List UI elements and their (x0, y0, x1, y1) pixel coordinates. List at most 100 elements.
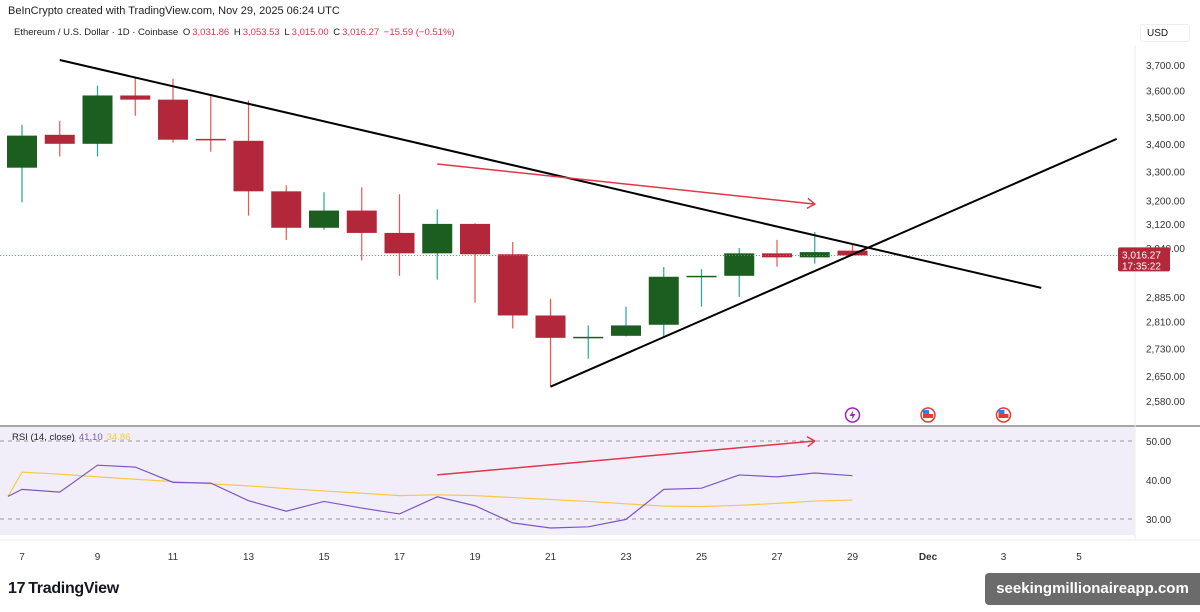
price-tick-label: 3,200.00 (1146, 196, 1185, 207)
candle-body (799, 252, 830, 258)
candle (535, 298, 566, 387)
candle (686, 269, 717, 307)
time-tick-label: 5 (1076, 552, 1082, 563)
rsi-tick-label: 40.00 (1146, 476, 1171, 487)
price-tick-label: 3,700.00 (1146, 61, 1185, 72)
candle (309, 192, 339, 230)
time-tick-label: 25 (696, 552, 708, 563)
candle (120, 76, 151, 116)
price-tick-label: 3,120.00 (1146, 220, 1185, 231)
candle (648, 267, 679, 337)
candle-body (158, 99, 188, 140)
open-value: 3,031.86 (192, 27, 230, 38)
time-tick-label: 23 (620, 552, 632, 563)
rsi-tick-label: 30.00 (1146, 515, 1171, 526)
close-label: C (333, 27, 341, 38)
time-tick-label: 27 (771, 552, 783, 563)
currency-selector[interactable]: USD (1140, 24, 1190, 42)
low-value: 3,015.00 (291, 27, 329, 38)
us-flag-icon-stripes (923, 414, 933, 418)
candle (422, 209, 453, 280)
time-tick-label: 13 (243, 552, 255, 563)
candle (271, 185, 302, 240)
candle-body (837, 250, 868, 256)
rsi-ma-line (7, 471, 853, 508)
last-price-label: 3,016.27 (1122, 250, 1161, 261)
time-tick-label: 9 (95, 552, 101, 563)
candle-body (233, 140, 264, 192)
rsi-label[interactable]: RSI (14, close) (12, 432, 75, 443)
tradingview-brand: TradingView (28, 580, 119, 597)
rsi-value: 41.10 (78, 432, 103, 443)
us-flag-icon[interactable] (995, 407, 1012, 423)
time-tick-label: 3 (1001, 552, 1007, 563)
price-tick-label: 2,885.00 (1146, 293, 1185, 304)
lightning-icon-bolt (849, 410, 856, 420)
symbol-legend: Ethereum / U.S. Dollar · 1D · Coinbase O… (14, 27, 457, 38)
candle-body (611, 325, 641, 336)
trendline (550, 137, 1118, 388)
candle-body (195, 138, 226, 141)
us-flag-icon[interactable] (920, 407, 936, 423)
candle-body (573, 336, 604, 339)
candle-body (271, 191, 302, 228)
candle-body (686, 275, 717, 278)
time-tick-label: 17 (394, 552, 406, 563)
candle (82, 85, 113, 157)
price-divergence-arrow-head (806, 197, 817, 210)
time-tick-label: 19 (469, 552, 481, 563)
tradingview-logo[interactable]: 17 TradingView (8, 580, 119, 598)
last-price-badge (1118, 247, 1170, 272)
price-chart[interactable]: 3,700.00 3,600.00 3,500.00 3,400.00 3,300.00… (0, 0, 1200, 575)
candle (724, 248, 755, 297)
candle-body (346, 210, 377, 233)
candle-body (120, 95, 151, 100)
rsi-pane-background (0, 427, 1135, 535)
time-tick-label: 21 (545, 552, 557, 563)
candle (497, 242, 528, 329)
time-tick-label: 15 (318, 552, 330, 563)
candle-body (422, 223, 453, 254)
tradingview-mark-icon: 17 (8, 580, 26, 597)
candle (158, 78, 188, 143)
price-tick-label: 3,500.00 (1146, 113, 1185, 124)
symbol-title[interactable]: Ethereum / U.S. Dollar · 1D · Coinbase (14, 27, 179, 38)
candle (384, 194, 415, 276)
price-tick-label: 2,650.00 (1146, 372, 1185, 383)
open-label: O (182, 27, 191, 38)
price-divergence-arrow (437, 163, 815, 205)
price-tick-label: 3,400.00 (1146, 140, 1185, 151)
candle (611, 306, 641, 337)
rsi-divergence-arrow-head (806, 435, 817, 448)
us-flag-icon-canton (998, 410, 1005, 414)
candle-body (384, 232, 415, 254)
lightning-icon[interactable] (844, 407, 861, 423)
us-flag-icon-stripes (998, 414, 1009, 418)
high-label: H (233, 27, 241, 38)
candle (44, 120, 75, 157)
price-tick-label: 3,300.00 (1146, 168, 1185, 179)
close-value: 3,016.27 (342, 27, 380, 38)
rsi-ma-value: 34.86 (106, 432, 131, 443)
candle-body (44, 134, 75, 144)
countdown-label: 17:35:22 (1122, 261, 1161, 272)
rsi-line (7, 464, 853, 529)
candle-body (82, 95, 113, 144)
candle (460, 223, 490, 303)
time-tick-label: 11 (168, 552, 179, 563)
candle-body (460, 223, 490, 255)
watermark: seekingmillionaireapp.com (985, 573, 1200, 605)
candle (799, 232, 830, 264)
low-label: L (284, 27, 290, 38)
rsi-divergence-arrow (437, 440, 815, 476)
rsi-tick-label: 50.00 (1146, 437, 1171, 448)
price-tick-label: 2,580.00 (1146, 397, 1185, 408)
candle (762, 239, 792, 267)
candle-body (724, 253, 755, 276)
candle (233, 100, 264, 216)
price-tick-label: 2,810.00 (1146, 317, 1185, 328)
time-tick-label: 7 (19, 552, 25, 563)
high-value: 3,053.53 (242, 27, 280, 38)
candle (573, 325, 604, 359)
change-value: −15.59 (−0.51%) (383, 27, 455, 38)
